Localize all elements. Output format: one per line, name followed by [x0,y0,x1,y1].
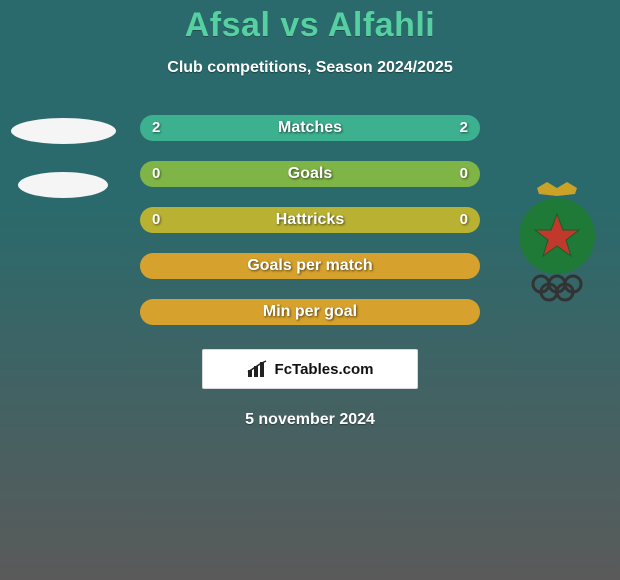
stat-row-hattricks: 0 Hattricks 0 [140,207,480,233]
stat-value-left: 2 [152,115,160,141]
olympic-rings-icon [533,276,581,300]
stat-row-min-per-goal: Min per goal [140,299,480,325]
subtitle: Club competitions, Season 2024/2025 [0,59,620,77]
stat-value-left: 0 [152,207,160,233]
stat-label: Goals [288,165,332,183]
placeholder-oval-icon [18,172,108,198]
stat-label: Goals per match [247,257,372,275]
comparison-card: Afsal vs Alfahli Club competitions, Seas… [0,0,620,580]
stat-value-right: 2 [460,115,468,141]
placeholder-oval-icon [11,118,116,144]
stat-label: Min per goal [263,303,357,321]
bars-icon [247,360,269,378]
stat-label: Matches [278,119,342,137]
stat-row-goals: 0 Goals 0 [140,161,480,187]
stat-value-right: 0 [460,161,468,187]
date-text: 5 november 2024 [0,411,620,429]
badge-text: FcTables.com [275,361,374,378]
stats-rows: 2 Matches 2 0 Goals 0 0 Hattricks 0 Goal… [140,115,480,325]
crest-icon [507,174,607,304]
team-right-logo [502,174,612,304]
page-title: Afsal vs Alfahli [0,6,620,45]
stat-value-left: 0 [152,161,160,187]
team-left-logo [8,118,118,198]
crown-icon [537,182,577,196]
stat-row-goals-per-match: Goals per match [140,253,480,279]
stat-row-matches: 2 Matches 2 [140,115,480,141]
source-badge: FcTables.com [202,349,418,389]
stat-label: Hattricks [276,211,344,229]
stat-value-right: 0 [460,207,468,233]
